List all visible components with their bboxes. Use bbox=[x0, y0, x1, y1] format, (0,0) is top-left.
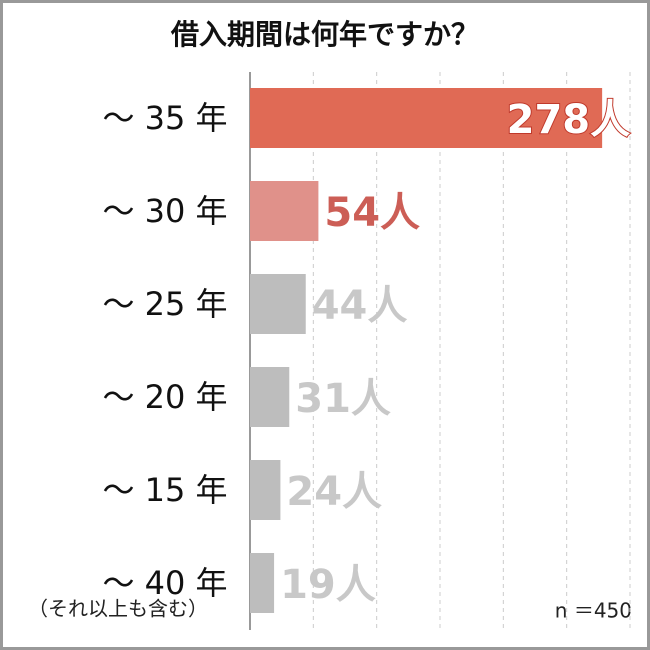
bar bbox=[250, 181, 319, 241]
category-label: ～ 25 年 bbox=[102, 285, 227, 323]
bar bbox=[250, 88, 603, 148]
bar bbox=[250, 553, 275, 613]
chart-title: 借入期間は何年ですか？ bbox=[170, 18, 479, 51]
category-note: （それ以上も含む） bbox=[28, 597, 208, 621]
bar bbox=[250, 274, 306, 334]
value-label: 278人 bbox=[507, 97, 631, 143]
category-label: ～ 35 年 bbox=[102, 99, 227, 137]
bar bbox=[250, 460, 281, 520]
bar bbox=[250, 367, 290, 427]
value-label: 44人 bbox=[312, 283, 408, 329]
category-label: ～ 20 年 bbox=[102, 378, 227, 416]
category-label: ～ 30 年 bbox=[102, 192, 227, 230]
value-label: 19人 bbox=[280, 562, 376, 608]
sample-size: n ＝450 bbox=[555, 599, 632, 623]
value-label: 54人 bbox=[324, 190, 420, 236]
value-label: 31人 bbox=[295, 376, 391, 422]
value-label: 24人 bbox=[286, 469, 382, 515]
category-label: ～ 15 年 bbox=[102, 471, 227, 509]
category-label: ～ 40 年 bbox=[102, 564, 227, 602]
